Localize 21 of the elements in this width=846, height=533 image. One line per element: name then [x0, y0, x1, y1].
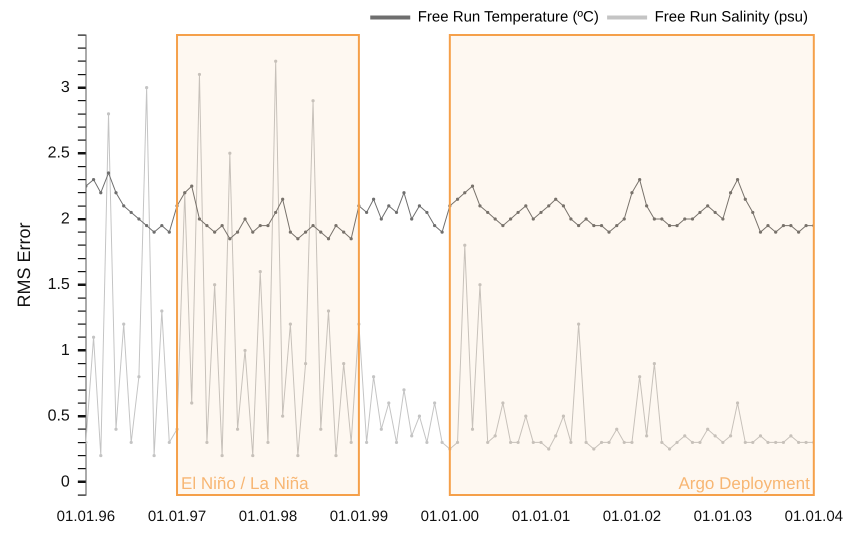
legend-label: Free Run Salinity (psu) — [654, 8, 808, 26]
y-axis-title: RMS Error — [14, 222, 34, 308]
y-tick-label: 3 — [60, 78, 70, 96]
x-tick-label: 01.01.01 — [512, 508, 570, 526]
x-tick-label: 01.01.02 — [602, 508, 662, 526]
x-tick-label: 01.01.96 — [56, 508, 116, 526]
x-tick-label: 01.01.03 — [694, 508, 752, 526]
legend-label: Free Run Temperature (ºC) — [418, 8, 599, 26]
y-tick-label: 2 — [60, 210, 70, 228]
x-tick-label: 01.01.98 — [238, 508, 298, 526]
y-tick-label: 1 — [60, 342, 70, 359]
x-tick-label: 01.01.04 — [784, 508, 843, 526]
y-tick-label: 0.5 — [48, 408, 70, 425]
y-tick-label: 0 — [60, 473, 70, 490]
y-tick-label: 2.5 — [48, 144, 70, 162]
x-tick-label: 01.01.99 — [330, 508, 388, 526]
band-label: El Niño / La Niña — [181, 474, 310, 494]
band-label: Argo Deployment — [678, 474, 810, 494]
x-tick-label: 01.01.00 — [420, 508, 480, 526]
x-tick-label: 01.01.97 — [148, 508, 206, 526]
y-tick-label: 1.5 — [48, 276, 70, 294]
